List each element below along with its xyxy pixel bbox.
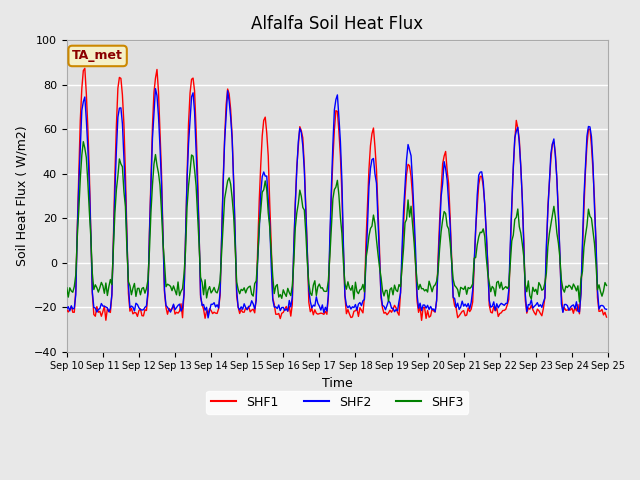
Text: TA_met: TA_met xyxy=(72,49,123,62)
Legend: SHF1, SHF2, SHF3: SHF1, SHF2, SHF3 xyxy=(206,391,468,414)
Y-axis label: Soil Heat Flux ( W/m2): Soil Heat Flux ( W/m2) xyxy=(15,125,28,266)
Title: Alfalfa Soil Heat Flux: Alfalfa Soil Heat Flux xyxy=(252,15,424,33)
X-axis label: Time: Time xyxy=(322,377,353,390)
